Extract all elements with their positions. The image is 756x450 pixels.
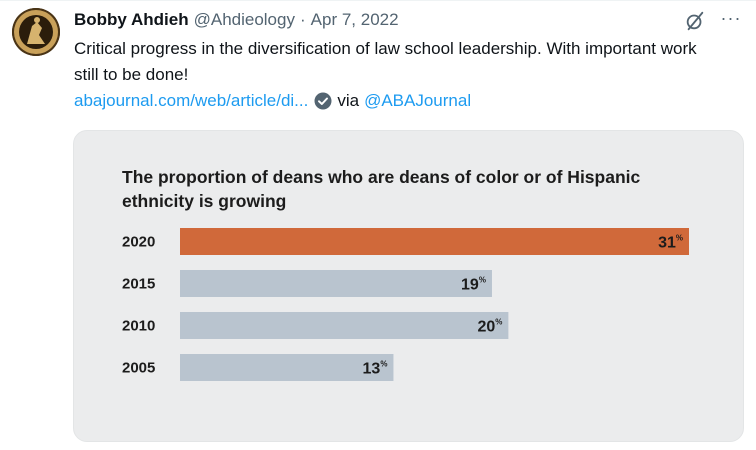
value-label: 13% xyxy=(363,360,388,378)
check-circle-icon xyxy=(314,92,332,110)
via-handle-link[interactable]: @ABAJournal xyxy=(364,91,472,110)
separator-dot: · xyxy=(299,10,306,29)
value-label: 19% xyxy=(461,276,486,294)
bar-2020 xyxy=(180,228,689,255)
category-label: 2020 xyxy=(122,234,155,251)
value-label: 31% xyxy=(658,234,683,252)
avatar[interactable] xyxy=(12,8,60,56)
bar-2005 xyxy=(180,354,394,381)
tweet-date[interactable]: Apr 7, 2022 xyxy=(310,10,399,29)
bar-chart: 2020 31% 2015 19% 2010 20% 2005 13% xyxy=(122,228,689,381)
more-icon[interactable]: ··· xyxy=(720,8,742,28)
author-name[interactable]: Bobby Ahdieh xyxy=(74,10,189,29)
category-label: 2005 xyxy=(122,360,155,377)
category-label: 2015 xyxy=(122,276,155,293)
media-card[interactable]: The proportion of deans who are deans of… xyxy=(73,130,744,442)
bar-2010 xyxy=(180,312,509,339)
article-link[interactable]: abajournal.com/web/article/di... xyxy=(74,91,309,110)
tweet-header: Bobby Ahdieh @Ahdieology · Apr 7, 2022 xyxy=(74,9,399,31)
link-line: abajournal.com/web/article/di... via @AB… xyxy=(74,88,471,114)
chart-title: The proportion of deans who are deans of… xyxy=(122,167,641,211)
top-divider xyxy=(0,0,756,1)
bar-2015 xyxy=(180,270,492,297)
author-handle[interactable]: @Ahdieology xyxy=(193,10,295,29)
tweet-text: Critical progress in the diversification… xyxy=(74,39,697,84)
value-label: 20% xyxy=(477,318,502,336)
via-label: via xyxy=(337,91,360,110)
category-label: 2010 xyxy=(122,318,155,335)
grok-icon[interactable] xyxy=(684,10,706,32)
